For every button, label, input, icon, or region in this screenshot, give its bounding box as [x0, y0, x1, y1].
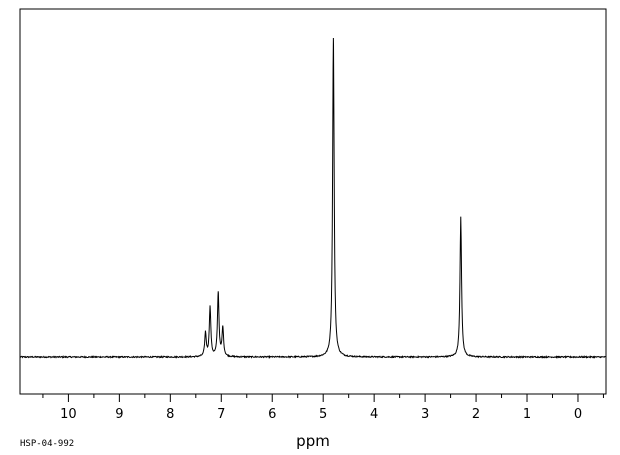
plot-frame: [19, 8, 607, 395]
x-tick-label: 1: [523, 407, 531, 422]
spectrum-id-label: HSP-04-992: [20, 439, 74, 449]
x-axis-tick-labels: 10 9 8 7 6 5 4 3 2 1 0: [60, 407, 582, 422]
x-tick-label: 2: [472, 407, 480, 422]
x-tick-label: 3: [421, 407, 429, 422]
x-tick-label: 7: [217, 407, 225, 422]
x-tick-label: 0: [574, 407, 582, 422]
x-tick-label: 6: [268, 407, 276, 422]
x-axis-label: ppm: [296, 432, 330, 450]
x-tick-label: 5: [319, 407, 327, 422]
x-tick-label: 8: [166, 407, 174, 422]
x-tick-label: 10: [60, 407, 77, 422]
x-axis-ticks: [42, 394, 604, 402]
x-tick-label: 9: [115, 407, 123, 422]
spectrum-line: [19, 37, 607, 360]
x-tick-label: 4: [370, 407, 378, 422]
